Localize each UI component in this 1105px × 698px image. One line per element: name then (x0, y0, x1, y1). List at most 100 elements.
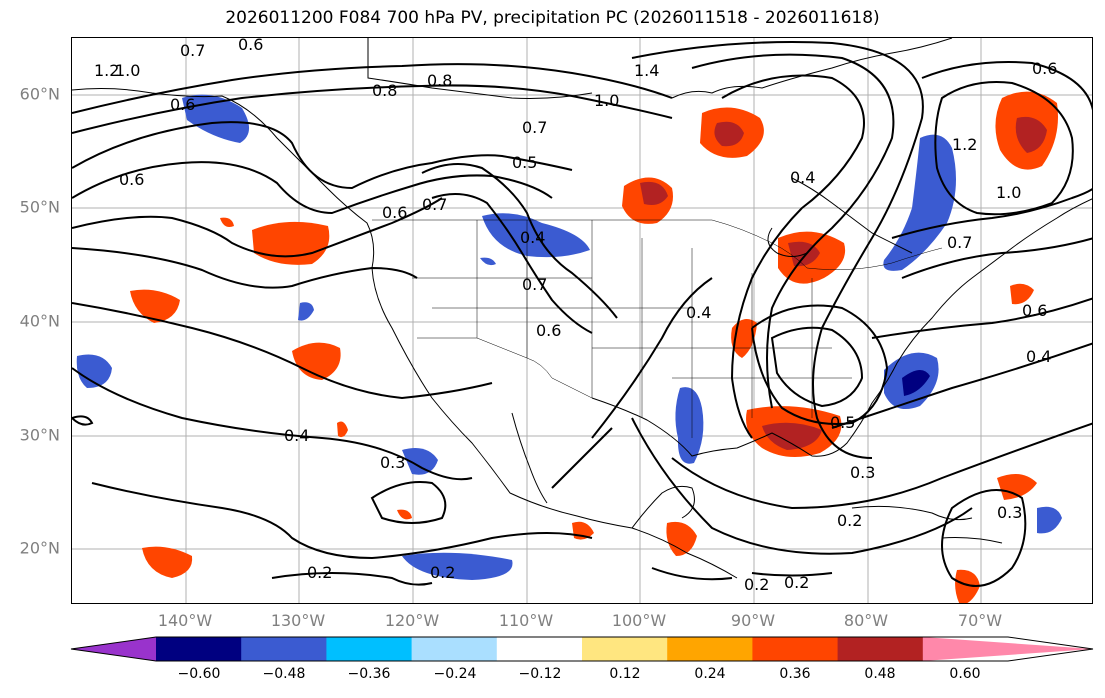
colorbar-tick-label: 0.48 (864, 666, 896, 682)
precip-negative-blob (402, 447, 438, 475)
map-title: 2026011200 F084 700 hPa PV, precipitatio… (225, 8, 880, 28)
colorbar-tick-label: −0.12 (518, 666, 562, 682)
contour-label: 0.3 (997, 503, 1022, 522)
contour-label: 0.6 (1022, 301, 1047, 320)
precip-positive-core (714, 121, 744, 147)
contour-label: 0.2 (430, 563, 455, 582)
contour-label: 1.0 (115, 61, 140, 80)
colorbar-tick-label: −0.24 (433, 666, 477, 682)
lat-label-50n: 50°N (19, 197, 60, 217)
contour-label: 0.5 (830, 413, 855, 432)
contour-label: 0.2 (307, 563, 332, 582)
lon-label-140w: 140°W (157, 611, 213, 630)
precip-positive-core (1015, 116, 1047, 153)
colorbar-tick-label: 0.60 (949, 666, 981, 682)
precip-positive-blob (955, 569, 980, 603)
contour-label: 0.7 (522, 118, 547, 137)
contour-label: 1.2 (952, 135, 977, 154)
colorbar-tick-label: −0.48 (262, 666, 306, 682)
contour-label: 0.3 (850, 463, 875, 482)
precip-positive-blob (220, 217, 234, 227)
colorbar-tick-label: 0.12 (609, 666, 641, 682)
contour-label: 0.8 (427, 71, 452, 90)
contour-label: 1.0 (594, 91, 619, 110)
precip-positive-blob (142, 546, 193, 578)
contour-label: 0.2 (744, 575, 769, 594)
lon-label-130w: 130°W (270, 611, 326, 630)
precip-positive-blob (997, 474, 1037, 500)
contour-label: 0.4 (1026, 347, 1051, 366)
colorbar-cell (241, 637, 327, 661)
contour-label: 0.4 (520, 228, 545, 247)
contour-label: 0.4 (790, 168, 815, 187)
precip-negative-blob (402, 552, 513, 580)
precip-negative-blob (482, 213, 590, 258)
colorbar-cell (667, 637, 753, 661)
colorbar-tick-label: 0.24 (694, 666, 726, 682)
precip-positive-blob (252, 221, 330, 265)
map-panel[interactable]: 1.2 1.0 0.6 0.7 0.6 0.8 1.4 1.0 0.7 0.8 … (71, 37, 1093, 604)
precip-negative-blob (1037, 506, 1062, 534)
lat-label-20n: 20°N (19, 538, 60, 558)
contour-label: 0.6 (382, 203, 407, 222)
colorbar-cell (582, 637, 668, 661)
lon-label-120w: 120°W (384, 611, 440, 630)
colorbar-extend-max (922, 637, 1093, 661)
contour-label: 0.6 (536, 321, 561, 340)
colorbar-tick-label: −0.36 (347, 666, 391, 682)
precip-negative-blob (883, 134, 956, 271)
precip-negative-blob (298, 302, 314, 321)
lon-label-90w: 90°W (730, 611, 776, 630)
lon-label-110w: 110°W (498, 611, 554, 630)
precip-negative-blob (675, 387, 704, 464)
precip-positive-blob (397, 509, 412, 520)
precip-positive-core (762, 422, 822, 450)
contour-label: 0.7 (422, 195, 447, 214)
colorbar-tick-label: 0.36 (779, 666, 811, 682)
colorbar-cell (156, 637, 242, 661)
precip-anomaly-shading (76, 91, 1062, 603)
colorbar-extend-min (71, 637, 156, 661)
precip-positive-blob (337, 421, 348, 438)
precip-positive-blob (130, 289, 180, 323)
contour-label: 0.6 (238, 38, 263, 54)
contour-label: 0.7 (180, 41, 205, 60)
contour-label: 1.4 (634, 61, 659, 80)
lon-label-70w: 70°W (957, 611, 1003, 630)
coastlines (72, 38, 1092, 579)
contour-label: 0.3 (380, 453, 405, 472)
colorbar-cell (837, 637, 924, 661)
political-borders (372, 219, 943, 438)
lon-label-80w: 80°W (843, 611, 889, 630)
contour-label: 0.7 (947, 233, 972, 252)
lat-label-60n: 60°N (19, 84, 60, 104)
pv-contours (72, 41, 1092, 587)
map-canvas: 1.2 1.0 0.6 0.7 0.6 0.8 1.4 1.0 0.7 0.8 … (72, 38, 1092, 603)
contour-label: 1.0 (996, 183, 1021, 202)
colorbar-outline (70, 636, 1094, 662)
contour-label: 0.4 (284, 426, 309, 445)
precip-negative-blob (480, 257, 496, 266)
lat-label-30n: 30°N (19, 425, 60, 445)
contour-label: 1.2 (94, 61, 119, 80)
colorbar-cell (326, 637, 413, 661)
colorbar-cell (411, 637, 498, 661)
contour-label: 0.2 (837, 511, 862, 530)
colorbar-tick-label: −0.60 (177, 666, 221, 682)
lat-label-40n: 40°N (19, 311, 60, 331)
precip-negative-blob (182, 94, 250, 143)
contour-label: 0.5 (512, 153, 537, 172)
contour-label: 0.6 (170, 95, 195, 114)
precip-positive-blob (666, 521, 697, 556)
colorbar-cell (496, 637, 583, 661)
lon-label-100w: 100°W (611, 611, 667, 630)
precip-positive-blob (1010, 283, 1034, 305)
contour-label: 0.2 (784, 573, 809, 592)
colorbar-cell (752, 637, 839, 661)
contour-label: 0.6 (119, 170, 144, 189)
precip-positive-core (640, 181, 668, 205)
colorbar-cells (71, 637, 1093, 661)
contour-label: 0.4 (686, 303, 711, 322)
pv-contour-labels: 1.2 1.0 0.6 0.7 0.6 0.8 1.4 1.0 0.7 0.8 … (94, 38, 1057, 594)
contour-label: 0.7 (522, 275, 547, 294)
